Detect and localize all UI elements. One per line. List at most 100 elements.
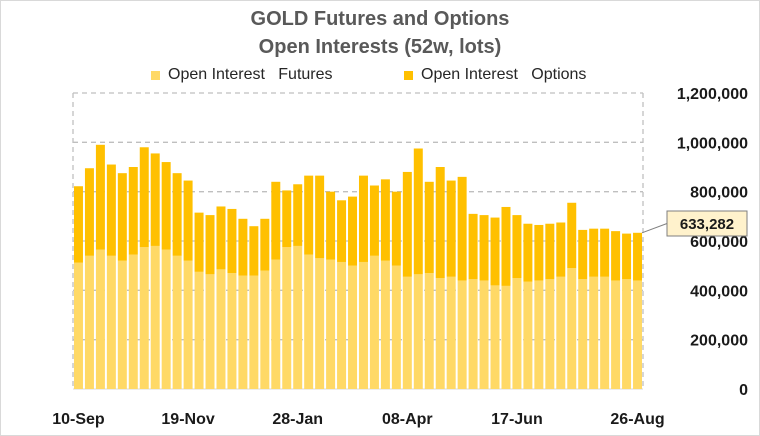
bar-futures	[369, 255, 379, 389]
bar-options	[545, 223, 555, 280]
bar-futures	[326, 259, 336, 389]
bar-futures	[95, 249, 105, 389]
bar-futures	[391, 265, 401, 389]
legend-swatch-options	[404, 71, 413, 80]
bar-options	[567, 202, 577, 269]
chart-title-line-1: GOLD Futures and Options	[250, 8, 510, 30]
bar-options	[249, 226, 259, 276]
y-tick-label: 0	[739, 382, 748, 399]
bar-futures	[578, 279, 588, 389]
y-tick-label: 1,000,000	[677, 135, 748, 152]
bar-futures	[238, 275, 248, 389]
x-tick-label: 26-Aug	[610, 411, 664, 428]
bar-options	[260, 218, 270, 271]
bar-options	[611, 231, 621, 281]
callout-leader-line	[641, 223, 668, 234]
bar-futures	[611, 280, 621, 389]
bar-futures	[249, 275, 259, 389]
bar-futures	[271, 259, 281, 389]
bar-futures	[183, 260, 193, 389]
bar-futures	[260, 270, 270, 389]
bar-futures	[358, 261, 368, 389]
bar-futures	[172, 255, 182, 389]
bar-options	[238, 218, 248, 276]
bar-options	[501, 206, 511, 286]
bar-futures	[139, 247, 149, 389]
bar-options	[95, 144, 105, 250]
bar-options	[117, 173, 127, 261]
bar-futures	[84, 255, 94, 389]
bar-options	[315, 175, 325, 259]
bar-options	[106, 164, 116, 256]
x-tick-label: 08-Apr	[382, 411, 433, 428]
bar-options	[358, 175, 368, 262]
bar-futures	[337, 261, 347, 389]
legend-label-options: Open Interest Options	[421, 66, 587, 83]
callout-box	[666, 210, 748, 237]
legend-swatch-futures	[151, 71, 160, 80]
bar-futures	[545, 279, 555, 389]
bar-options	[622, 233, 632, 280]
bar-options	[337, 200, 347, 262]
bar-options	[578, 229, 588, 280]
bar-futures	[633, 280, 643, 389]
callout-value-label: 633,282	[680, 216, 734, 233]
bar-futures	[161, 249, 171, 389]
bar-futures	[304, 254, 314, 389]
bar-options	[556, 222, 566, 277]
bar-options	[424, 181, 434, 274]
bar-options	[468, 213, 478, 280]
bar-futures	[435, 278, 445, 389]
bar-options	[139, 147, 149, 248]
bar-futures	[117, 260, 127, 389]
bar-futures	[293, 245, 303, 389]
bar-futures	[512, 278, 522, 389]
bar-futures	[194, 271, 204, 389]
bar-futures	[413, 274, 423, 389]
bar-futures	[380, 260, 390, 389]
x-tick-label: 10-Sep	[52, 411, 105, 428]
bar-futures	[106, 255, 116, 389]
bar-options	[589, 228, 599, 277]
bar-futures	[150, 245, 160, 389]
y-tick-label: 600,000	[690, 234, 748, 251]
y-tick-label: 400,000	[690, 283, 748, 300]
bar-futures	[128, 254, 138, 389]
y-tick-label: 200,000	[690, 333, 748, 350]
bar-options	[446, 180, 456, 277]
bar-futures	[457, 280, 467, 389]
bar-options	[600, 228, 610, 277]
bar-futures	[523, 281, 533, 389]
bar-futures	[446, 276, 456, 389]
bar-futures	[282, 247, 292, 389]
bar-futures	[600, 276, 610, 389]
bar-options	[348, 196, 358, 266]
bar-futures	[534, 280, 544, 389]
bar-options	[326, 191, 336, 260]
bar-futures	[348, 265, 358, 389]
bar-futures	[622, 279, 632, 389]
bar-futures	[490, 285, 500, 389]
bar-futures	[402, 276, 412, 389]
bar-futures	[479, 280, 489, 389]
bar-options	[161, 162, 171, 250]
bar-options	[457, 176, 467, 281]
bar-options	[413, 148, 423, 275]
bar-futures	[73, 262, 83, 389]
bar-futures	[227, 273, 237, 389]
bar-options	[172, 173, 182, 256]
bar-options	[490, 217, 500, 286]
bar-futures	[424, 273, 434, 389]
bar-options	[183, 180, 193, 261]
bar-futures	[556, 276, 566, 389]
bar-options	[534, 224, 544, 281]
bar-options	[84, 168, 94, 256]
bar-options	[633, 232, 643, 281]
bar-futures	[589, 276, 599, 389]
bar-futures	[501, 285, 511, 389]
bar-options	[271, 181, 281, 260]
bar-options	[73, 186, 83, 263]
last-value-callout: 633,282	[641, 210, 748, 237]
bar-futures	[468, 279, 478, 389]
